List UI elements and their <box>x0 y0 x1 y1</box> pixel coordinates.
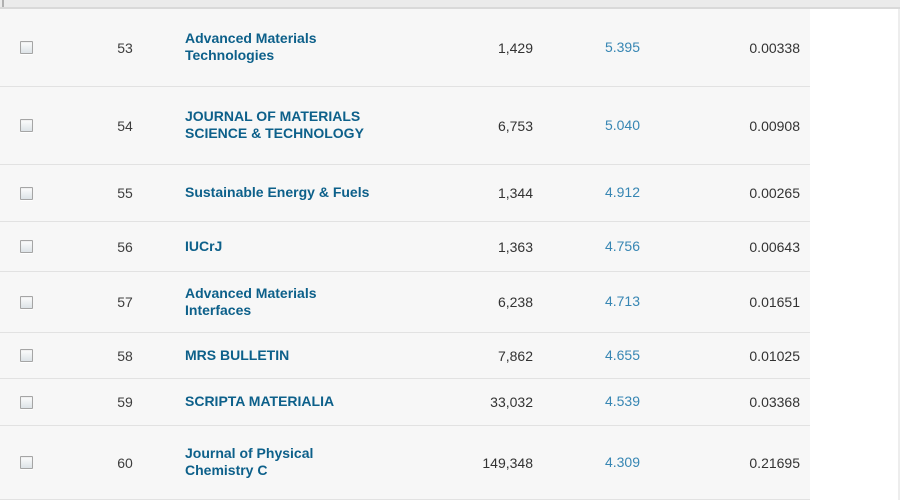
impact-factor-link[interactable]: 5.395 <box>604 38 640 55</box>
impact-factor-cell: 5.395 <box>545 39 652 57</box>
impact-factor-link[interactable]: 5.040 <box>604 116 640 133</box>
total-cites-value: 1,429 <box>497 39 533 56</box>
total-cites-value: 1,363 <box>497 238 533 255</box>
journal-name-cell: MRS BULLETIN <box>180 347 455 365</box>
rank-value: 54 <box>117 117 133 134</box>
impact-factor-cell: 5.040 <box>545 117 652 135</box>
row-checkbox[interactable] <box>20 41 33 54</box>
impact-factor-cell: 4.756 <box>545 238 652 256</box>
rank-value: 58 <box>117 347 133 364</box>
journal-name-line: SCIENCE & TECHNOLOGY <box>185 125 364 141</box>
rank-value: 56 <box>117 238 133 255</box>
journal-name-line: Technologies <box>185 47 275 63</box>
rank-value: 53 <box>117 39 133 56</box>
total-cites-value: 1,344 <box>497 185 533 201</box>
impact-factor-cell: 4.539 <box>545 393 652 411</box>
journal-name-link[interactable]: Advanced Materials Interfaces <box>185 285 317 319</box>
journal-name-link[interactable]: Sustainable Energy & Fuels <box>185 184 369 201</box>
total-cites-value: 7,862 <box>497 347 533 364</box>
journal-name-cell: Advanced Materials Technologies <box>180 30 455 65</box>
total-cites-value: 149,348 <box>482 454 533 471</box>
eigenfactor-value: 0.00338 <box>749 39 800 56</box>
journal-name-cell: JOURNAL OF MATERIALS SCIENCE & TECHNOLOGY <box>180 108 455 143</box>
rank-value: 60 <box>117 454 133 471</box>
select-cell <box>0 119 70 132</box>
impact-factor-link[interactable]: 4.539 <box>604 393 640 409</box>
eigenfactor-value: 0.00643 <box>749 238 800 255</box>
table-row: 54 JOURNAL OF MATERIALS SCIENCE & TECHNOL… <box>0 87 810 165</box>
select-cell <box>0 240 70 253</box>
select-cell <box>0 295 70 309</box>
table-row: 58 MRS BULLETIN 7,862 4.655 0.01025 <box>0 333 810 379</box>
journal-name-cell: Sustainable Energy & Fuels <box>180 184 455 202</box>
journal-name-line: Chemistry C <box>185 462 268 478</box>
journal-name-cell: SCRIPTA MATERIALIA <box>180 393 455 411</box>
eigenfactor-value: 0.01651 <box>749 294 800 310</box>
journal-name-line: Advanced Materials <box>185 30 317 46</box>
rank-value: 55 <box>117 185 133 201</box>
journal-name-line: Advanced Materials <box>185 284 317 301</box>
row-checkbox[interactable] <box>20 119 33 132</box>
impact-factor-cell: 4.912 <box>545 184 652 202</box>
table-row: 56 IUCrJ 1,363 4.756 0.00643 <box>0 222 810 272</box>
total-cites-value: 33,032 <box>490 394 533 410</box>
eigenfactor-value: 0.00265 <box>749 185 800 201</box>
impact-factor-link[interactable]: 4.309 <box>604 453 640 470</box>
rank-value: 57 <box>117 294 133 310</box>
row-checkbox[interactable] <box>20 395 33 409</box>
impact-factor-cell: 4.713 <box>545 293 652 311</box>
total-cites-value: 6,238 <box>497 294 533 310</box>
journal-name-line: SCRIPTA MATERIALIA <box>185 393 335 409</box>
journal-name-line: Sustainable Energy & Fuels <box>185 184 370 200</box>
table-row: 53 Advanced Materials Technologies 1,429 … <box>0 9 810 87</box>
journal-name-link[interactable]: Advanced Materials Technologies <box>185 30 317 64</box>
journal-name-line: MRS BULLETIN <box>185 346 290 363</box>
impact-factor-cell: 4.655 <box>545 347 652 365</box>
table-row: 55 Sustainable Energy & Fuels 1,344 4.91… <box>0 165 810 222</box>
select-cell <box>0 395 70 409</box>
journal-name-link[interactable]: IUCrJ <box>185 238 222 255</box>
eigenfactor-value: 0.03368 <box>749 394 800 410</box>
journal-name-line: JOURNAL OF MATERIALS <box>185 108 361 124</box>
row-checkbox[interactable] <box>20 456 33 469</box>
row-checkbox[interactable] <box>20 349 33 362</box>
page-right-border <box>898 9 900 500</box>
eigenfactor-value: 0.00908 <box>749 117 800 134</box>
table-header-strip <box>0 0 900 9</box>
header-column-divider <box>2 0 4 7</box>
impact-factor-cell: 4.309 <box>545 454 652 472</box>
impact-factor-link[interactable]: 4.912 <box>604 184 640 200</box>
row-checkbox[interactable] <box>20 240 33 253</box>
impact-factor-link[interactable]: 4.756 <box>604 237 640 254</box>
journal-name-cell: Journal of Physical Chemistry C <box>180 445 455 480</box>
impact-factor-link[interactable]: 4.713 <box>604 293 640 309</box>
journal-rankings-table: 53 Advanced Materials Technologies 1,429 … <box>0 9 810 500</box>
journal-name-link[interactable]: JOURNAL OF MATERIALS SCIENCE & TECHNOLOGY <box>185 108 364 142</box>
table-row: 59 SCRIPTA MATERIALIA 33,032 4.539 0.033… <box>0 379 810 426</box>
table-row: 60 Journal of Physical Chemistry C 149,34… <box>0 426 810 500</box>
eigenfactor-value: 0.01025 <box>749 347 800 364</box>
select-cell <box>0 41 70 54</box>
journal-name-line: IUCrJ <box>185 237 223 254</box>
journal-name-line: Journal of Physical <box>185 445 314 461</box>
rank-value: 59 <box>117 394 133 410</box>
row-checkbox[interactable] <box>20 186 33 200</box>
eigenfactor-value: 0.21695 <box>749 454 800 471</box>
row-checkbox[interactable] <box>20 295 33 309</box>
impact-factor-link[interactable]: 4.655 <box>604 346 640 363</box>
journal-name-link[interactable]: MRS BULLETIN <box>185 347 289 364</box>
select-cell <box>0 456 70 469</box>
journal-name-line: Interfaces <box>185 301 252 318</box>
table-row: 57 Advanced Materials Interfaces 6,238 4.… <box>0 272 810 333</box>
total-cites-value: 6,753 <box>497 117 533 134</box>
journal-name-cell: IUCrJ <box>180 238 455 256</box>
select-cell <box>0 186 70 200</box>
journal-name-cell: Advanced Materials Interfaces <box>180 285 455 320</box>
journal-name-link[interactable]: SCRIPTA MATERIALIA <box>185 393 334 410</box>
journal-name-link[interactable]: Journal of Physical Chemistry C <box>185 445 313 479</box>
select-cell <box>0 349 70 362</box>
